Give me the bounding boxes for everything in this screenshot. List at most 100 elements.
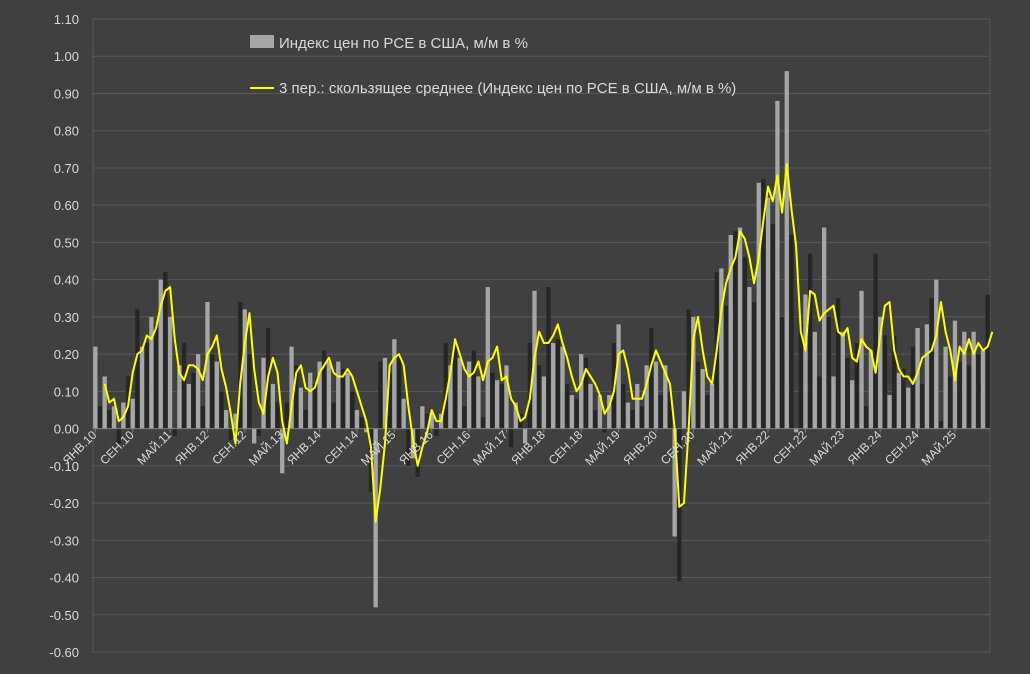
x-tick-label: МАЙ.19 bbox=[581, 427, 622, 468]
bar bbox=[803, 294, 808, 429]
bar bbox=[415, 428, 420, 477]
bar bbox=[882, 335, 888, 429]
bar bbox=[378, 361, 383, 429]
bar bbox=[826, 316, 831, 429]
bar bbox=[448, 365, 453, 429]
y-tick-label: 0.30 bbox=[54, 310, 79, 325]
bar bbox=[294, 365, 299, 429]
bar bbox=[214, 361, 219, 429]
x-tick-label: СЕН.22 bbox=[770, 428, 810, 468]
bar bbox=[588, 383, 593, 429]
bar bbox=[593, 409, 598, 429]
bar bbox=[639, 406, 645, 429]
moving-average-line bbox=[103, 163, 994, 523]
bar bbox=[186, 383, 191, 429]
bar bbox=[906, 387, 911, 429]
bar bbox=[962, 331, 967, 429]
legend-bar-label: Индекс цен по PCE в США, м/м в % bbox=[279, 35, 528, 52]
bar bbox=[508, 428, 514, 448]
bar bbox=[167, 316, 173, 429]
bar bbox=[396, 354, 402, 429]
bar bbox=[878, 316, 883, 429]
bar bbox=[784, 71, 789, 429]
bar bbox=[242, 309, 247, 429]
bar bbox=[256, 428, 261, 437]
bar bbox=[957, 361, 962, 429]
bar bbox=[139, 346, 145, 429]
grid-layer bbox=[92, 18, 991, 653]
bar bbox=[719, 268, 724, 429]
bar bbox=[649, 328, 654, 429]
bar bbox=[195, 354, 201, 429]
bar bbox=[149, 316, 154, 429]
bar bbox=[822, 227, 827, 429]
bar bbox=[406, 428, 411, 466]
bar bbox=[681, 391, 687, 429]
bar bbox=[331, 402, 336, 429]
bar bbox=[789, 234, 794, 429]
bar bbox=[177, 365, 182, 429]
bar bbox=[887, 395, 892, 429]
bar bbox=[850, 380, 855, 429]
bar bbox=[653, 361, 659, 429]
x-tick-label: СЕН.18 bbox=[546, 428, 586, 468]
bar bbox=[635, 383, 640, 429]
bar bbox=[107, 409, 112, 429]
bar bbox=[733, 231, 738, 429]
legend: Индекс цен по PCE в США, м/м в % 3 пер.:… bbox=[250, 35, 736, 97]
bar bbox=[513, 402, 518, 429]
y-tick-label: -0.60 bbox=[49, 645, 79, 660]
bar bbox=[200, 406, 205, 429]
bar bbox=[742, 257, 747, 429]
bar bbox=[527, 342, 532, 429]
bar bbox=[831, 376, 836, 429]
bar bbox=[523, 428, 528, 444]
bar bbox=[565, 383, 570, 429]
bar bbox=[691, 316, 696, 429]
bar bbox=[275, 402, 280, 429]
y-tick-label: 0.50 bbox=[54, 235, 79, 250]
bar bbox=[494, 380, 500, 429]
bar bbox=[219, 391, 224, 429]
bar bbox=[551, 342, 556, 429]
bar bbox=[541, 376, 546, 429]
bar bbox=[471, 350, 476, 429]
bar bbox=[695, 361, 701, 429]
bar bbox=[172, 428, 177, 437]
bar bbox=[630, 409, 635, 429]
legend-bar-swatch bbox=[250, 35, 274, 48]
bar bbox=[135, 309, 140, 429]
bar bbox=[579, 354, 584, 429]
bar bbox=[130, 398, 135, 429]
bar bbox=[158, 279, 163, 429]
x-tick-label: ЯНВ.18 bbox=[508, 428, 548, 468]
bar bbox=[672, 428, 677, 537]
bar bbox=[392, 339, 397, 429]
bar bbox=[434, 428, 439, 437]
y-tick-label: -0.30 bbox=[49, 533, 79, 548]
bar bbox=[896, 372, 902, 429]
y-tick-label: -0.40 bbox=[49, 571, 79, 586]
bar bbox=[686, 309, 691, 429]
y-tick-label: -0.50 bbox=[49, 608, 79, 623]
bar bbox=[153, 324, 159, 429]
bar bbox=[280, 428, 285, 474]
legend-line-label: 3 пер.: скользящее среднее (Индекс цен п… bbox=[279, 80, 736, 97]
x-tick-label: ЯНВ.24 bbox=[845, 428, 885, 468]
bar bbox=[163, 272, 168, 429]
y-tick-label: 0.60 bbox=[54, 198, 79, 213]
bar bbox=[336, 361, 341, 429]
x-tick-label: МАЙ.21 bbox=[694, 427, 735, 468]
bar bbox=[233, 413, 238, 429]
bar bbox=[607, 395, 612, 429]
bar bbox=[466, 361, 472, 429]
bar bbox=[116, 428, 121, 444]
bar bbox=[144, 342, 149, 429]
bar bbox=[401, 398, 406, 429]
bar bbox=[289, 346, 294, 429]
bar bbox=[209, 354, 215, 429]
y-tick-label: -0.10 bbox=[49, 459, 79, 474]
bar bbox=[308, 372, 313, 429]
bar bbox=[779, 316, 785, 429]
